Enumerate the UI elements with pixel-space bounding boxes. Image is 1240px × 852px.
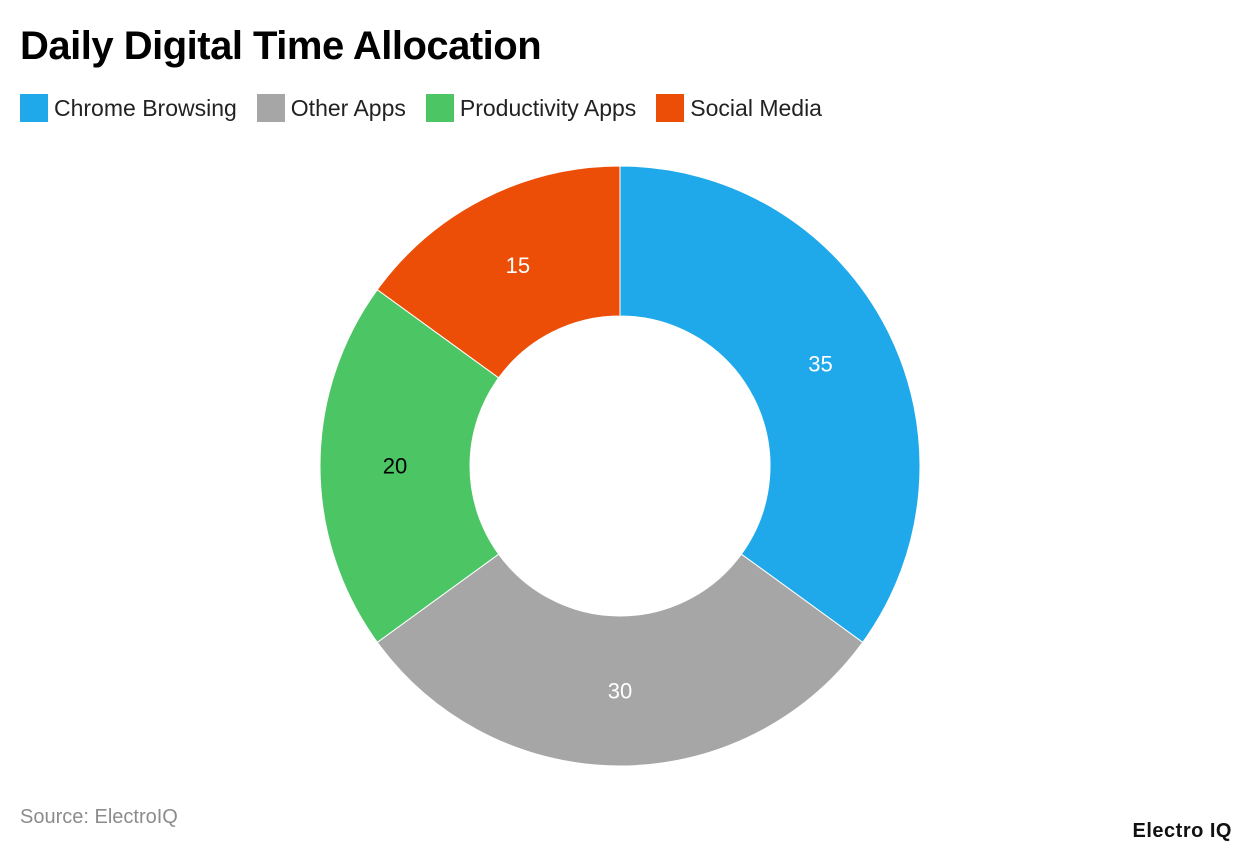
- legend-swatch-social-media: [656, 94, 685, 122]
- brand-logo: Electro IQ: [1132, 820, 1232, 842]
- legend-label-productivity-apps: Productivity Apps: [459, 94, 637, 121]
- legend-swatch-productivity-apps: [425, 94, 454, 122]
- slice-label-productivity-apps: 20: [383, 454, 407, 479]
- legend-item-other-apps[interactable]: Other Apps: [256, 94, 406, 122]
- chart-title: Daily Digital Time Allocation: [20, 24, 542, 68]
- chart-legend: Chrome Browsing Other Apps Productivity …: [20, 92, 842, 124]
- legend-item-social-media[interactable]: Social Media: [656, 94, 822, 122]
- legend-swatch-other-apps: [256, 94, 285, 122]
- legend-label-other-apps: Other Apps: [290, 94, 406, 121]
- legend-swatch-chrome-browsing: [20, 94, 48, 122]
- slice-label-social-media: 15: [506, 253, 530, 278]
- legend-item-productivity-apps[interactable]: Productivity Apps: [425, 94, 637, 122]
- slice-label-other-apps: 30: [608, 679, 632, 704]
- slice-chrome-browsing[interactable]: [619, 165, 921, 644]
- legend-label-chrome-browsing: Chrome Browsing: [54, 94, 237, 121]
- slice-productivity-apps[interactable]: [319, 288, 500, 644]
- slice-other-apps[interactable]: [376, 553, 864, 767]
- source-note: Source: ElectroIQ: [20, 806, 178, 828]
- slice-label-chrome-browsing: 35: [808, 351, 832, 376]
- slice-social-media[interactable]: [376, 165, 621, 379]
- legend-label-social-media: Social Media: [690, 94, 822, 121]
- legend-item-chrome-browsing[interactable]: Chrome Browsing: [20, 94, 237, 122]
